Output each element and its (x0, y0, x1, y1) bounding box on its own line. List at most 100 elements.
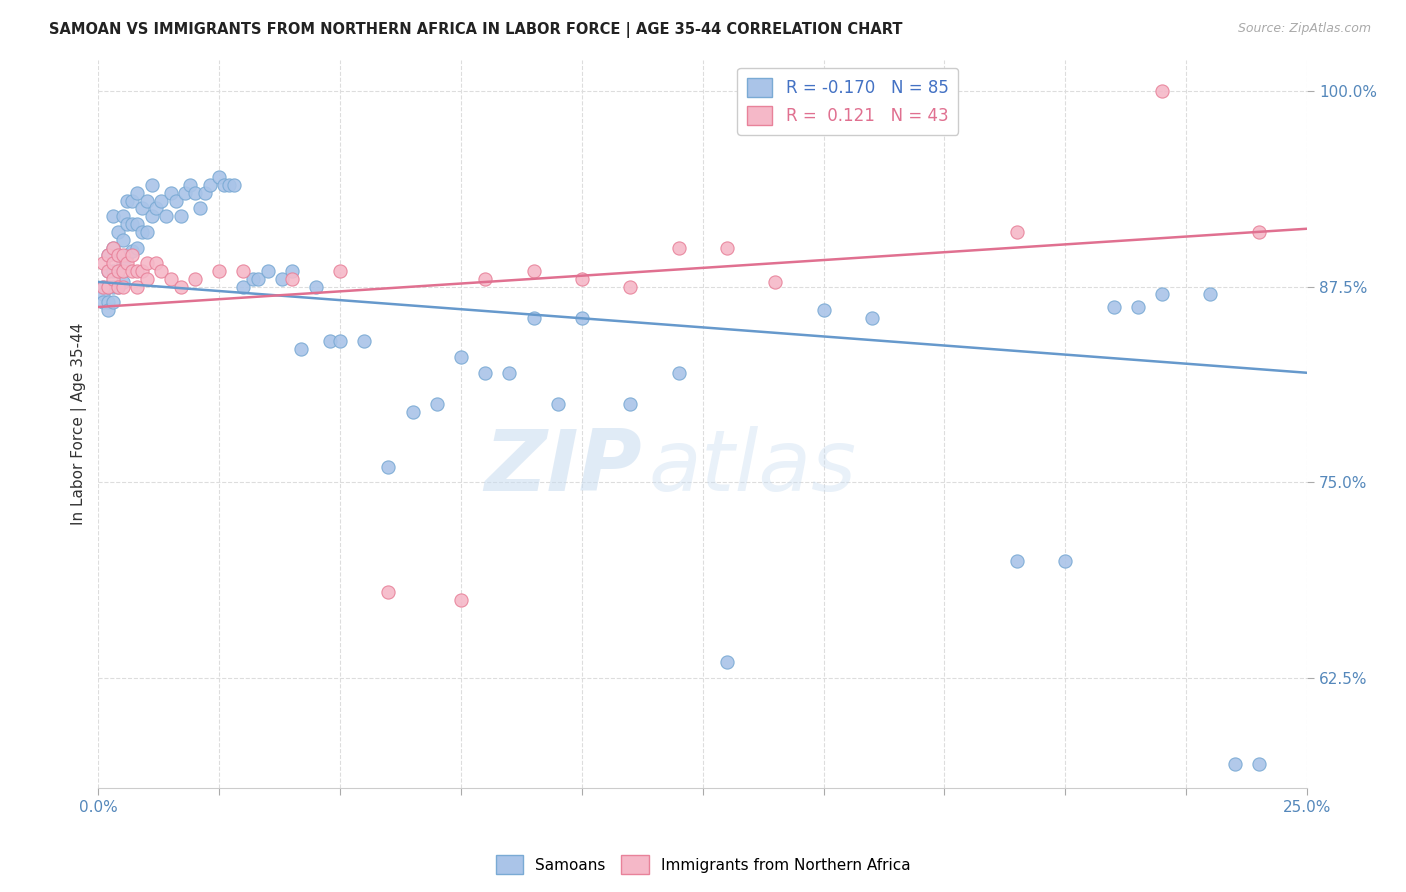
Point (474, 272, 496, 286)
Point (125, 240, 148, 254)
Point (169, 279, 191, 293)
Point (169, 209, 191, 223)
Point (145, 256, 167, 270)
Point (97, 279, 120, 293)
Point (232, 279, 254, 293)
Point (135, 272, 157, 286)
Point (121, 248, 143, 262)
Point (135, 225, 157, 239)
Point (184, 272, 207, 286)
Point (498, 366, 520, 380)
Text: ZIP: ZIP (485, 425, 643, 508)
Point (522, 310, 544, 325)
Point (91, 279, 114, 293)
Point (716, 240, 738, 254)
Point (860, 310, 883, 325)
Point (232, 264, 254, 278)
Point (281, 264, 304, 278)
Point (111, 275, 134, 289)
Point (401, 405, 423, 419)
Point (121, 244, 143, 258)
Point (194, 186, 217, 200)
Point (160, 186, 183, 200)
Point (165, 194, 187, 208)
Y-axis label: In Labor Force | Age 35-44: In Labor Force | Age 35-44 (72, 323, 87, 524)
Point (107, 279, 129, 293)
Point (101, 272, 124, 286)
Point (813, 303, 835, 318)
Point (117, 217, 139, 231)
Point (353, 334, 375, 349)
Point (319, 334, 342, 349)
Point (1247, 225, 1270, 239)
Point (111, 279, 134, 293)
Point (450, 350, 472, 364)
Point (184, 186, 207, 200)
Point (150, 194, 173, 208)
Point (97, 295, 120, 310)
Point (135, 194, 157, 208)
Point (97, 264, 120, 278)
Point (547, 397, 569, 411)
Point (222, 178, 245, 192)
Point (377, 459, 399, 474)
Point (107, 248, 129, 262)
Point (522, 264, 544, 278)
Point (131, 202, 153, 216)
Point (716, 656, 738, 670)
Point (246, 272, 269, 286)
Point (212, 178, 235, 192)
Text: SAMOAN VS IMMIGRANTS FROM NORTHERN AFRICA IN LABOR FORCE | AGE 35-44 CORRELATION: SAMOAN VS IMMIGRANTS FROM NORTHERN AFRIC… (49, 22, 903, 38)
Point (188, 202, 211, 216)
Point (174, 186, 197, 200)
Point (1054, 554, 1077, 568)
Point (305, 279, 328, 293)
Point (179, 178, 201, 192)
Point (121, 194, 143, 208)
Point (111, 264, 134, 278)
Point (107, 248, 129, 262)
Point (131, 264, 153, 278)
Point (125, 217, 148, 231)
Point (135, 256, 157, 270)
Point (117, 194, 139, 208)
Point (141, 178, 163, 192)
Point (668, 366, 690, 380)
Point (160, 272, 183, 286)
Point (117, 256, 139, 270)
Point (91, 256, 114, 270)
Point (208, 169, 231, 184)
Point (101, 209, 124, 223)
Point (1199, 287, 1222, 301)
Point (141, 209, 163, 223)
Point (111, 248, 134, 262)
Point (125, 279, 148, 293)
Point (763, 275, 786, 289)
Point (107, 279, 129, 293)
Point (198, 178, 221, 192)
Point (290, 343, 312, 357)
Point (155, 209, 177, 223)
Point (111, 233, 134, 247)
Point (571, 272, 593, 286)
Point (97, 248, 120, 262)
Point (218, 178, 240, 192)
Point (101, 279, 124, 293)
Point (107, 264, 129, 278)
Point (1005, 554, 1028, 568)
Point (101, 256, 124, 270)
Point (111, 256, 134, 270)
Point (1152, 287, 1174, 301)
Point (145, 202, 167, 216)
Text: Source: ZipAtlas.com: Source: ZipAtlas.com (1237, 22, 1371, 36)
Point (474, 366, 496, 380)
Point (91, 295, 114, 310)
Point (97, 248, 120, 262)
Legend: R = -0.170   N = 85, R =  0.121   N = 43: R = -0.170 N = 85, R = 0.121 N = 43 (737, 68, 959, 135)
Point (281, 272, 304, 286)
Point (668, 240, 690, 254)
Point (571, 310, 593, 325)
Point (121, 264, 143, 278)
Point (1005, 225, 1028, 239)
Point (150, 264, 173, 278)
